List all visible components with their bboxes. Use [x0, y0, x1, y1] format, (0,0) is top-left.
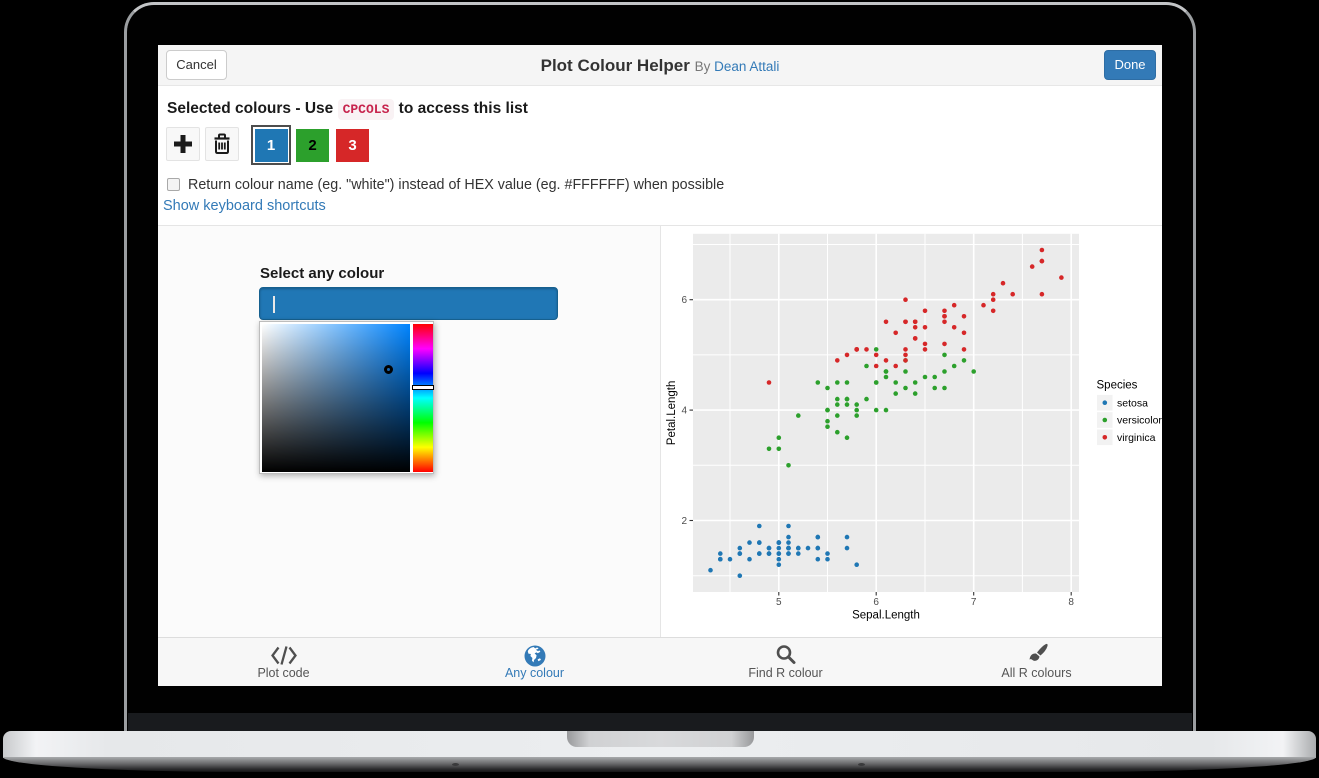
svg-text:5: 5 — [776, 597, 782, 608]
svg-text:setosa: setosa — [1117, 397, 1148, 409]
svg-text:Petal.Length: Petal.Length — [666, 381, 678, 446]
svg-text:2: 2 — [681, 516, 687, 527]
svg-text:7: 7 — [971, 597, 977, 608]
svg-text:Species: Species — [1097, 380, 1138, 392]
svg-text:Sepal.Length: Sepal.Length — [852, 610, 920, 622]
svg-text:virginica: virginica — [1117, 432, 1156, 444]
svg-text:8: 8 — [1068, 597, 1074, 608]
svg-text:6: 6 — [681, 295, 687, 306]
svg-text:6: 6 — [873, 597, 879, 608]
svg-text:versicolor: versicolor — [1117, 415, 1162, 427]
svg-text:4: 4 — [681, 406, 687, 417]
